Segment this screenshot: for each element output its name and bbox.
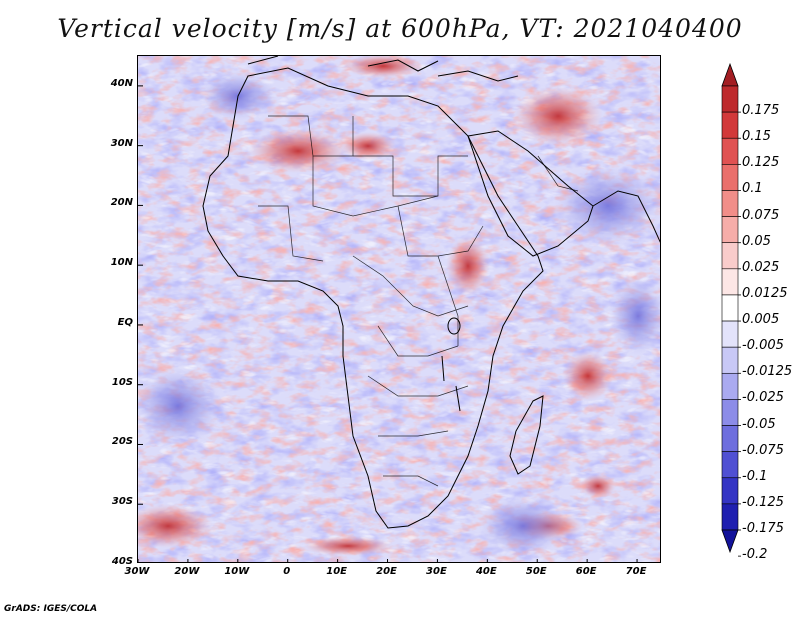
lon-tick-label: 0 (283, 566, 291, 577)
colorbar-bin (721, 242, 739, 270)
lat-tick-label: 30S (111, 496, 133, 508)
colorbar-label: -0.1 (742, 468, 768, 484)
lat-tick-label: 40N (110, 77, 133, 89)
colorbar-label: -0.125 (742, 494, 784, 510)
colorbar-label: 0.175 (742, 103, 780, 119)
footer-credit: GrADS: IGES/COLA (4, 604, 98, 614)
lat-tick-label: 30N (110, 137, 133, 149)
colorbar-label: 0.05 (742, 233, 771, 249)
axis-ticks (138, 85, 638, 562)
colorbar-bin (721, 425, 739, 452)
lat-tick-label: 40S (111, 556, 133, 567)
lat-tick-label: EQ (117, 316, 133, 328)
madagascar-coastline (509, 395, 544, 475)
lon-tick-label: 10W (224, 566, 250, 577)
colorbar-top-arrow (721, 62, 739, 87)
colorbar-bin (721, 399, 739, 426)
lon-tick-label: 10E (326, 566, 347, 577)
great-lakes (441, 317, 461, 412)
colorbar-label: -0.025 (742, 390, 784, 406)
colorbar-label: 0.15 (742, 129, 771, 145)
colorbar-bin (721, 137, 739, 165)
colorbar-label: 0.025 (742, 259, 780, 275)
country-borders (258, 115, 579, 487)
colorbar-label: 0.005 (742, 312, 780, 328)
lon-tick-label: 30W (124, 566, 150, 577)
colorbar-bin (721, 294, 739, 322)
colorbar-label: 0.0125 (742, 285, 788, 301)
colorbar-bin (721, 320, 739, 348)
asia-coastline (592, 190, 660, 243)
lon-tick-label: 20W (174, 566, 200, 577)
colorbar-label: -0.005 (742, 338, 784, 354)
colorbar-label: -0.2 (742, 547, 768, 563)
lon-tick-label: 60E (575, 566, 597, 577)
lon-tick-label: 20E (376, 566, 397, 577)
colorbar-bin (721, 503, 739, 531)
europe-coastline (247, 56, 519, 82)
colorbar-bin (721, 85, 739, 113)
colorbar-label: 0.075 (742, 207, 780, 223)
map-plot-area[interactable] (137, 55, 661, 563)
colorbar-label: -0.175 (742, 521, 784, 536)
africa-coastline (202, 67, 544, 529)
colorbar-label: -0.0125 (742, 364, 793, 380)
lat-tick-label: 20N (110, 197, 133, 209)
colorbar-bottom-arrow (721, 529, 739, 554)
colorbar-bin (721, 164, 739, 191)
colorbar-bin (721, 346, 739, 374)
colorbar-bin (721, 451, 739, 479)
colorbar-bin (721, 190, 739, 217)
colorbar-bin (721, 268, 739, 296)
colorbar-label: 0.125 (742, 155, 780, 171)
colorbar-bin (721, 477, 739, 505)
strong-descent-regions (138, 71, 660, 556)
colorbar-bin (721, 372, 739, 400)
arabia-coastline (467, 130, 594, 257)
vertical-velocity-map (138, 56, 660, 562)
coastlines (202, 56, 660, 529)
colorbar-label: -0.075 (742, 442, 784, 458)
chart-title: Vertical velocity [m/s] at 600hPa, VT: 2… (57, 14, 743, 43)
colorbar-label: 0.1 (742, 181, 763, 197)
lon-tick-label: 30E (426, 566, 447, 577)
colorbar-bin (721, 111, 739, 139)
colorbar-label: -0.05 (742, 416, 776, 432)
lat-tick-label: 10S (111, 376, 133, 388)
colorbar-bin (721, 216, 739, 244)
lon-tick-label: 70E (625, 566, 647, 577)
lat-tick-label: 10N (110, 257, 133, 269)
lon-tick-label: 50E (525, 566, 547, 577)
lat-tick-label: 20S (111, 436, 133, 448)
lon-tick-label: 40E (475, 566, 497, 577)
